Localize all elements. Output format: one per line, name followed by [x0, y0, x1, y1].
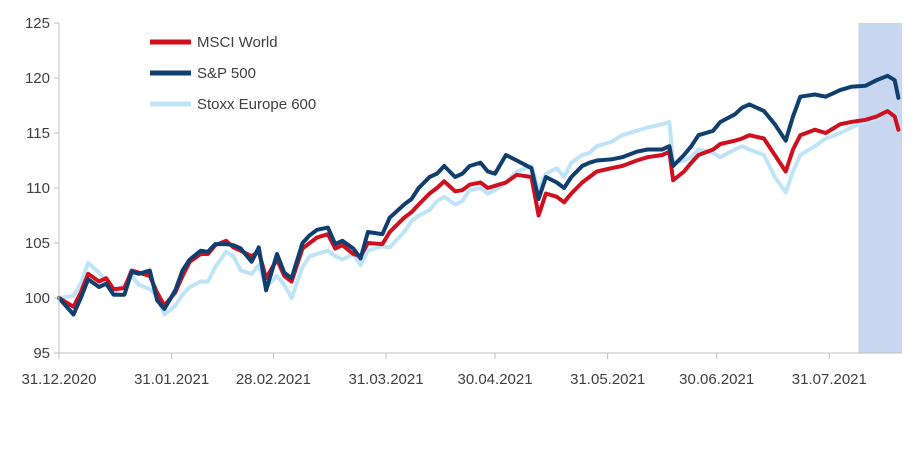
series-line-s-p-500: [57, 73, 901, 317]
x-tick-label: 31.03.2021: [348, 371, 423, 388]
y-tick-label: 125: [25, 15, 50, 32]
legend-label: S&P 500: [197, 65, 256, 82]
x-tick-label: 30.06.2021: [679, 371, 754, 388]
legend-label: MSCI World: [197, 34, 278, 51]
y-tick-label: 95: [33, 345, 50, 362]
x-tick-label: 31.07.2021: [792, 371, 867, 388]
y-tick-label: 105: [25, 235, 50, 252]
legend-label: Stoxx Europe 600: [197, 96, 316, 113]
x-tick-label: 28.02.2021: [236, 371, 311, 388]
x-tick-label: 30.04.2021: [457, 371, 532, 388]
y-tick-label: 115: [26, 125, 50, 142]
axis-layer: 95 100 105 110 115 120 125 31.12.2020 31.01.2021…: [21, 15, 902, 388]
highlight-layer: [858, 23, 902, 353]
series-layer: [57, 73, 901, 317]
x-tick-label: 31.12.2020: [21, 371, 96, 388]
legend: MSCI World S&P 500 Stoxx Europe 600: [150, 34, 316, 113]
x-tick-label: 31.05.2021: [570, 371, 645, 388]
x-tick-label: 31.01.2021: [134, 371, 209, 388]
y-tick-label: 100: [25, 290, 50, 307]
series-line-msci-world: [57, 109, 901, 309]
highlight-band: [858, 23, 902, 353]
series-line-stoxx-europe-600: [57, 106, 901, 317]
y-tick-label: 120: [25, 70, 50, 87]
y-tick-label: 110: [26, 180, 50, 197]
